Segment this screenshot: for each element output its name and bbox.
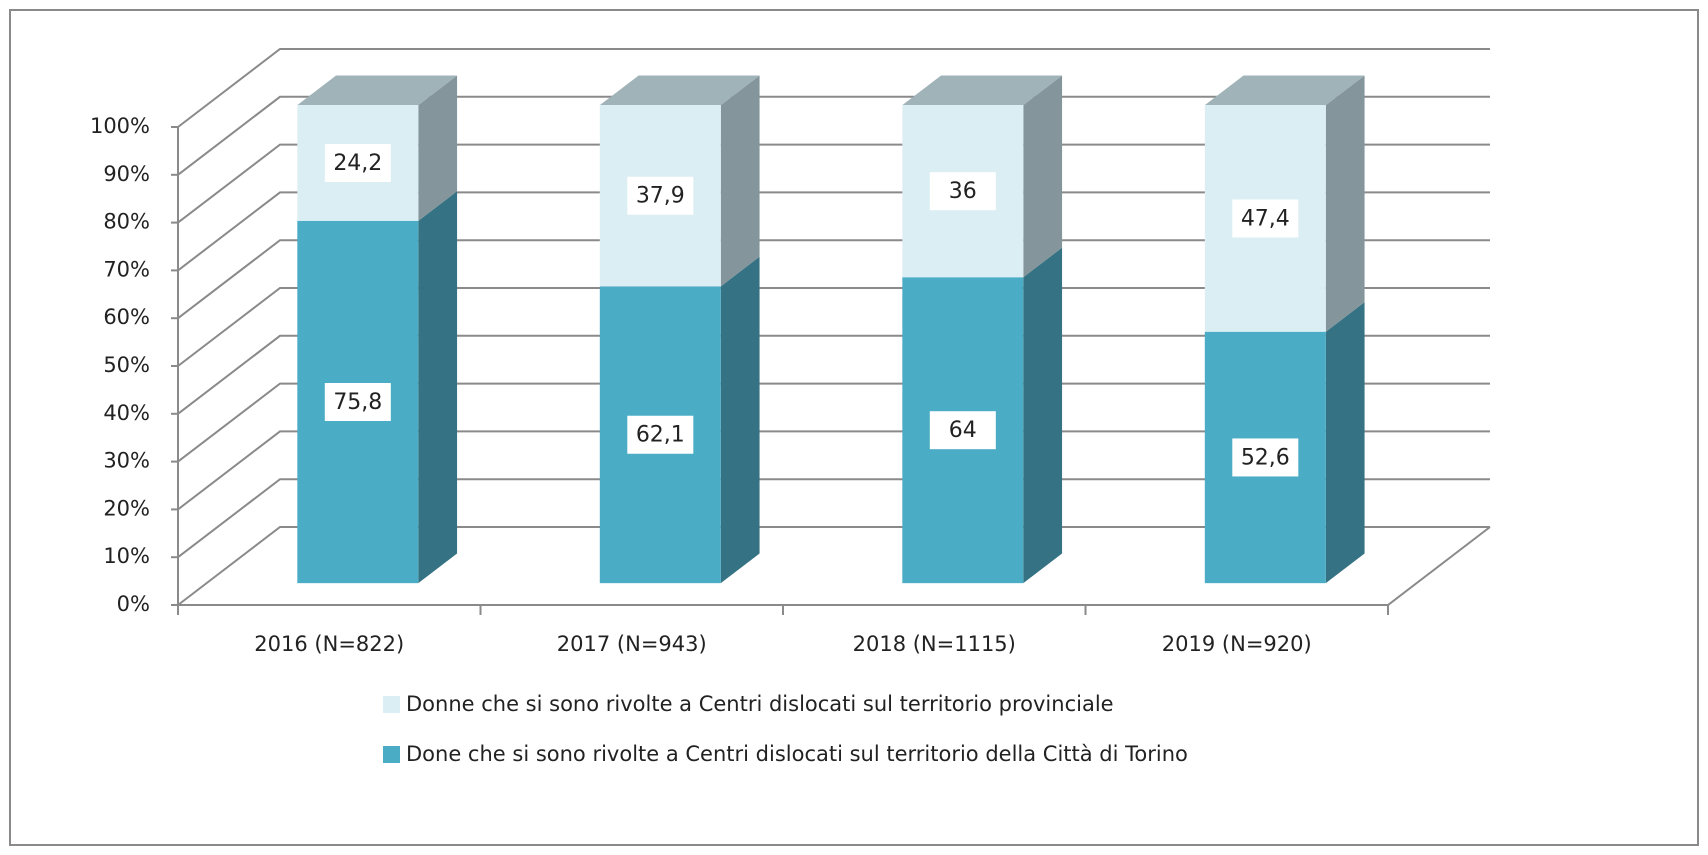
bar-top xyxy=(599,75,760,106)
grid-line xyxy=(177,334,1490,415)
y-tick-label: 90% xyxy=(103,162,150,186)
y-tick-label: 30% xyxy=(103,449,150,473)
bar-top xyxy=(297,75,458,106)
grid-line xyxy=(177,239,1490,319)
grid-line xyxy=(177,478,1490,558)
y-tick-label: 70% xyxy=(103,257,150,281)
grid-line xyxy=(177,95,1490,176)
legend-swatch xyxy=(383,746,400,763)
bar-side xyxy=(418,75,458,221)
data-label-box xyxy=(627,415,694,454)
data-label: 47,4 xyxy=(1241,206,1290,231)
data-label-box xyxy=(929,172,996,211)
data-label: 75,8 xyxy=(333,390,382,415)
bar-side xyxy=(720,256,760,584)
legend-swatch xyxy=(383,696,400,713)
y-tick-label: 100% xyxy=(90,114,150,138)
grid-line xyxy=(177,143,1490,224)
bar-side xyxy=(720,75,760,287)
data-label: 24,2 xyxy=(333,151,382,176)
grid-line xyxy=(177,191,1490,272)
bar-top xyxy=(902,75,1063,106)
data-label: 62,1 xyxy=(636,423,685,448)
data-label-box xyxy=(627,176,694,215)
bar-side xyxy=(1325,302,1365,584)
grid-line xyxy=(177,382,1490,463)
data-label-box xyxy=(1232,438,1299,477)
chart-frame xyxy=(9,9,1699,846)
bar-side xyxy=(418,191,458,584)
y-tick-label: 80% xyxy=(103,210,150,234)
data-label-box xyxy=(1232,199,1299,238)
grid-line xyxy=(177,430,1490,511)
y-tick-label: 50% xyxy=(103,353,150,377)
grid-line xyxy=(177,48,1490,128)
y-tick-label: 40% xyxy=(103,401,150,425)
grid-line xyxy=(177,287,1490,367)
grid-line xyxy=(177,526,1490,606)
bar-top xyxy=(1204,75,1365,106)
y-tick-label: 0% xyxy=(117,592,150,616)
bar-side xyxy=(1023,247,1063,584)
x-tick-label: 2019 (N=920) xyxy=(1162,632,1312,656)
data-label: 37,9 xyxy=(636,184,685,209)
x-tick-label: 2018 (N=1115) xyxy=(853,632,1016,656)
x-tick-label: 2016 (N=822) xyxy=(254,632,404,656)
data-label: 64 xyxy=(949,418,977,443)
data-label-box xyxy=(324,143,391,182)
data-label-box xyxy=(324,382,391,421)
bar-side xyxy=(1023,75,1063,278)
y-tick-label: 60% xyxy=(103,305,150,329)
y-tick-label: 10% xyxy=(103,544,150,568)
legend-label: Done che si sono rivolte a Centri disloc… xyxy=(406,742,1188,766)
data-label-box xyxy=(929,411,996,450)
x-tick-label: 2017 (N=943) xyxy=(557,632,707,656)
bar-side xyxy=(1325,75,1365,332)
y-tick-label: 20% xyxy=(103,496,150,520)
data-label: 52,6 xyxy=(1241,445,1290,470)
legend-label: Donne che si sono rivolte a Centri dislo… xyxy=(406,692,1114,716)
data-label: 36 xyxy=(949,179,977,204)
